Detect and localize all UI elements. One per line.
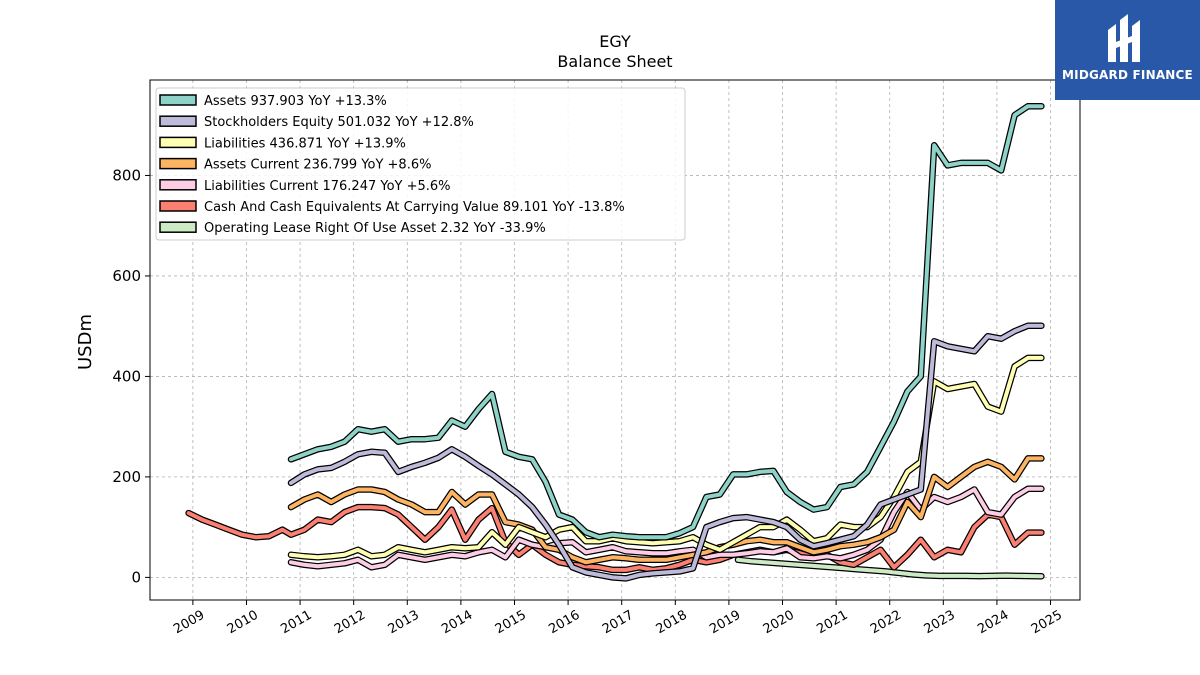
x-tick-label: 2012 — [332, 608, 368, 638]
series-line — [289, 486, 1044, 570]
y-tick-label: 600 — [112, 267, 141, 285]
legend-entry: Assets 937.903 YoY +13.3% — [204, 94, 387, 109]
x-tick-label: 2009 — [171, 608, 207, 638]
x-tick-label: 2023 — [922, 608, 958, 638]
legend-swatch — [159, 157, 197, 170]
series-line — [289, 323, 1044, 581]
x-tick-label: 2015 — [493, 608, 529, 638]
x-tick-label: 2019 — [707, 608, 743, 638]
legend-swatch — [159, 221, 197, 233]
brand-logo-icon — [1108, 14, 1140, 62]
legend-entry: Cash And Cash Equivalents At Carrying Va… — [204, 200, 625, 215]
legend-swatch — [159, 115, 197, 127]
series-line — [186, 505, 1044, 572]
series-line — [289, 355, 1044, 560]
x-tick-label: 2024 — [975, 608, 1011, 638]
y-axis-label: USDm — [75, 314, 96, 370]
x-tick-label: 2025 — [1029, 608, 1065, 638]
chart-subtitle: Balance Sheet — [557, 52, 672, 71]
x-tick-label: 2020 — [761, 608, 797, 638]
y-tick-label: 0 — [131, 568, 141, 586]
x-tick-label: 2011 — [278, 608, 314, 638]
y-tick-label: 400 — [112, 367, 141, 385]
x-tick-label: 2017 — [600, 608, 636, 638]
legend-swatch — [159, 136, 197, 149]
series-7 — [734, 556, 1045, 580]
x-tick-label: 2016 — [546, 608, 582, 638]
legend-swatch — [159, 94, 197, 106]
legend-entry: Assets Current 236.799 YoY +8.6% — [204, 158, 431, 173]
series-3 — [287, 354, 1045, 561]
x-tick-label: 2018 — [654, 608, 690, 638]
series-2 — [287, 322, 1045, 582]
series-6 — [185, 503, 1045, 574]
series-line — [736, 557, 1044, 579]
legend-entry: Liabilities Current 176.247 YoY +5.6% — [204, 179, 451, 194]
series-5 — [287, 485, 1045, 571]
legend-entry: Stockholders Equity 501.032 YoY +12.8% — [204, 115, 474, 130]
legend-swatch — [159, 179, 197, 191]
legend-box — [155, 87, 686, 241]
y-tick-label: 800 — [112, 166, 141, 184]
series-1 — [287, 102, 1045, 541]
legend-entry: Operating Lease Right Of Use Asset 2.32 … — [204, 221, 546, 236]
series-layer — [185, 102, 1045, 582]
series-line — [289, 456, 1044, 565]
legend-entry: Liabilities 436.871 YoY +13.9% — [204, 136, 406, 151]
series-line — [289, 104, 1044, 540]
brand-logo: MIDGARD FINANCE — [1055, 0, 1200, 100]
x-tick-label: 2013 — [386, 608, 422, 638]
x-tick-label: 2014 — [439, 608, 475, 638]
plot-frame — [149, 79, 1081, 601]
chart-title: EGY — [599, 32, 631, 51]
series-4 — [287, 455, 1045, 566]
y-tick-label: 200 — [112, 468, 141, 486]
x-tick-label: 2010 — [225, 608, 261, 638]
x-tick-label: 2022 — [868, 608, 904, 638]
brand-name: MIDGARD FINANCE — [1062, 68, 1193, 82]
legend: Assets 937.903 YoY +13.3% Stockholders Eq… — [155, 87, 686, 241]
x-tick-label: 2021 — [814, 608, 850, 638]
legend-swatch — [159, 200, 197, 212]
